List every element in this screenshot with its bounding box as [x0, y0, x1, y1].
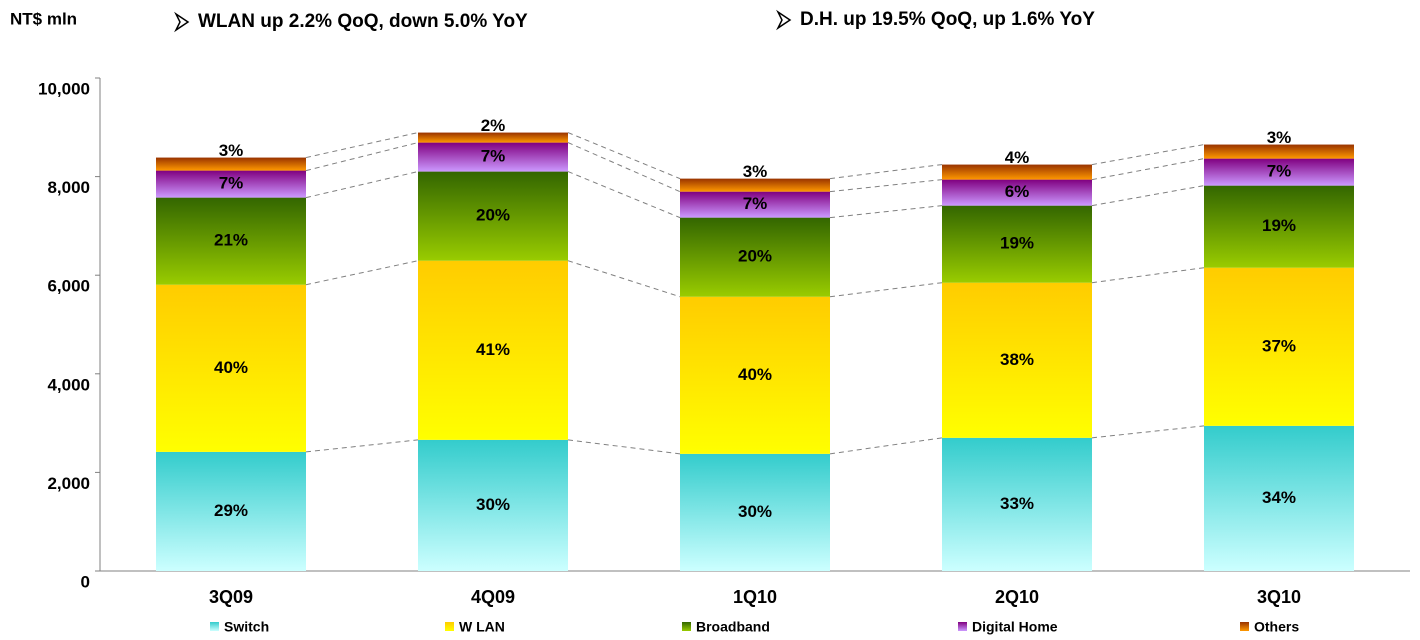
y-tick-label: 0 — [81, 572, 90, 591]
connector — [829, 282, 943, 298]
headline: WLAN up 2.2% QoQ, down 5.0% YoY — [198, 11, 528, 32]
data-label: 37% — [1262, 336, 1296, 355]
bar-segment — [156, 451, 306, 571]
bar-segment — [1204, 267, 1354, 426]
y-tick-label: 10,000 — [38, 79, 90, 98]
legend-swatch — [958, 622, 967, 631]
bar-segment — [680, 453, 830, 571]
data-label: 7% — [743, 194, 768, 213]
data-label: 34% — [1262, 488, 1296, 507]
data-label: 4% — [1005, 148, 1030, 167]
data-label: 40% — [738, 365, 772, 384]
y-tick-label: 4,000 — [47, 375, 90, 394]
bar-segment — [418, 171, 568, 261]
connector — [1091, 185, 1205, 207]
connector — [1091, 267, 1205, 284]
legend-swatch — [445, 622, 454, 631]
bar-segment — [418, 142, 568, 172]
bar-segment — [1204, 158, 1354, 186]
legend-label: Digital Home — [972, 619, 1058, 635]
bar-segment — [942, 179, 1092, 206]
bar-segment — [942, 205, 1092, 283]
x-tick-label: 1Q10 — [733, 587, 777, 607]
legend-swatch — [210, 622, 219, 631]
x-tick-label: 3Q09 — [209, 587, 253, 607]
bar-segment — [418, 132, 568, 143]
data-label: 7% — [1267, 162, 1292, 181]
bar-segment — [680, 296, 830, 454]
legend-label: Broadband — [696, 619, 770, 635]
y-tick-label: 6,000 — [47, 277, 90, 296]
headline: D.H. up 19.5% QoQ, up 1.6% YoY — [800, 9, 1095, 30]
bar-segment — [942, 437, 1092, 571]
data-label: 38% — [1000, 350, 1034, 369]
connector — [305, 142, 419, 172]
connector — [305, 171, 419, 199]
data-label: 29% — [214, 501, 248, 520]
connector — [829, 437, 943, 455]
data-label: 7% — [481, 147, 506, 166]
y-tick-label: 2,000 — [47, 474, 90, 493]
connector — [829, 164, 943, 180]
bar-segment — [156, 284, 306, 452]
x-tick-label: 3Q10 — [1257, 587, 1301, 607]
unit-label: NT$ mln — [10, 9, 77, 28]
legend-label: W LAN — [459, 619, 505, 635]
connector — [567, 260, 681, 298]
x-tick-label: 4Q09 — [471, 587, 515, 607]
connector — [305, 260, 419, 286]
bar-segment — [1204, 144, 1354, 159]
connector — [567, 171, 681, 219]
data-label: 21% — [214, 231, 248, 250]
bar-segment — [418, 439, 568, 571]
data-label: 3% — [219, 141, 244, 160]
bar-segment — [942, 282, 1092, 438]
data-label: 20% — [476, 206, 510, 225]
data-label: 41% — [476, 340, 510, 359]
data-label: 19% — [1000, 234, 1034, 253]
connector — [829, 179, 943, 193]
connector — [1091, 158, 1205, 181]
connector — [567, 439, 681, 455]
data-label: 2% — [481, 116, 506, 135]
x-tick-label: 2Q10 — [995, 587, 1039, 607]
data-label: 33% — [1000, 494, 1034, 513]
legend-swatch — [682, 622, 691, 631]
bar-segment — [680, 217, 830, 297]
connector — [305, 132, 419, 159]
data-label: 40% — [214, 358, 248, 377]
bar-segment — [418, 260, 568, 440]
bar-segment — [680, 178, 830, 192]
data-label: 19% — [1262, 216, 1296, 235]
bullet — [174, 11, 190, 33]
bullet — [776, 9, 792, 31]
data-label: 30% — [476, 495, 510, 514]
bar-segment — [156, 157, 306, 171]
legend-swatch — [1240, 622, 1249, 631]
bar-segment — [1204, 425, 1354, 571]
bar-segment — [156, 197, 306, 285]
data-label: 6% — [1005, 182, 1030, 201]
y-tick-label: 8,000 — [47, 178, 90, 197]
connector — [305, 439, 419, 453]
connector — [1091, 144, 1205, 166]
legend-label: Others — [1254, 619, 1299, 635]
connector — [567, 132, 681, 180]
bar-segment — [942, 164, 1092, 180]
connector — [567, 142, 681, 193]
legend-label: Switch — [224, 619, 269, 635]
bar-segment — [156, 170, 306, 198]
data-label: 20% — [738, 247, 772, 266]
connector — [1091, 425, 1205, 439]
bar-segment — [680, 191, 830, 218]
data-label: 7% — [219, 174, 244, 193]
data-label: 3% — [1267, 128, 1292, 147]
data-label: 3% — [743, 162, 768, 181]
bar-segment — [1204, 185, 1354, 268]
connector — [829, 205, 943, 219]
data-label: 30% — [738, 502, 772, 521]
